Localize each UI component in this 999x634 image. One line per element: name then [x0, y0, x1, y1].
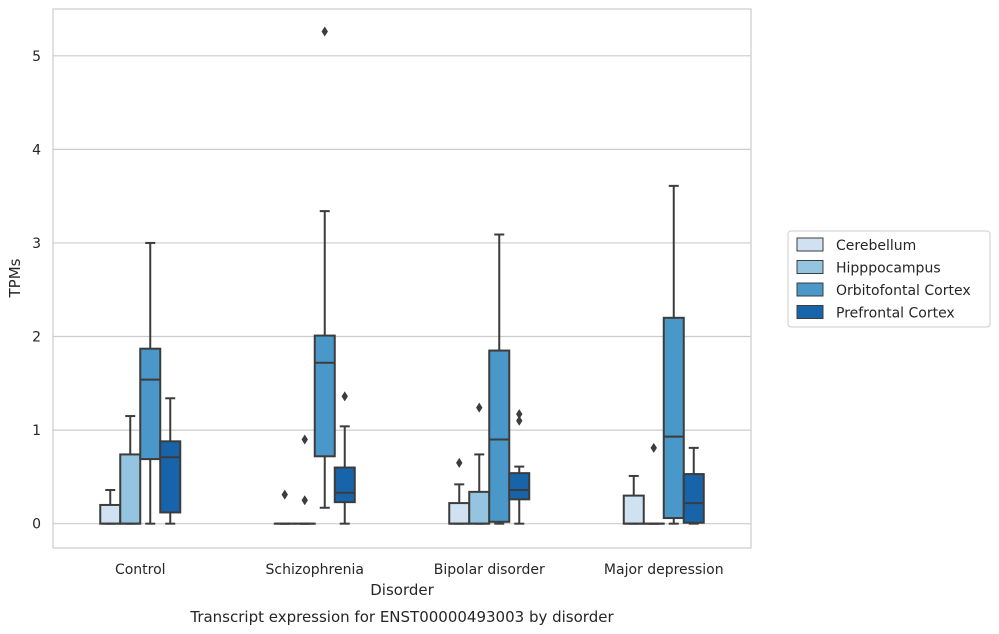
legend-label-0: Cerebellum [836, 238, 916, 254]
legend-swatch-0 [796, 237, 824, 252]
box-2-3 [508, 409, 531, 525]
box-1-0 [273, 489, 296, 525]
y-tick-label-1: 1 [32, 423, 41, 439]
y-tick-label-5: 5 [32, 49, 41, 65]
legend-label-3: Prefrontal Cortex [836, 306, 955, 322]
box-1-1 [293, 434, 316, 525]
box-iqr [508, 472, 531, 501]
box-iqr [99, 503, 122, 525]
box-iqr [682, 473, 705, 524]
legend-label-2: Orbitofontal Cortex [836, 283, 971, 299]
box-3-2 [662, 184, 685, 525]
box-3-3 [682, 446, 705, 525]
outlier-1 [516, 409, 523, 420]
outlier-0 [456, 457, 463, 468]
y-tick-label-3: 3 [32, 236, 41, 252]
box-iqr [313, 334, 336, 458]
y-tick-label-4: 4 [32, 142, 41, 158]
box-0-3 [159, 397, 182, 525]
outlier-0 [341, 391, 348, 402]
chart-caption: Transcript expression for ENST0000049300… [189, 608, 614, 626]
legend-label-1: Hipppocampus [836, 261, 941, 277]
x-axis-ticks: Control Schizophrenia Bipolar disorder Majo… [115, 562, 724, 578]
outlier-0 [321, 26, 328, 37]
box-2-1 [468, 402, 491, 525]
legend-swatch-3 [796, 305, 824, 319]
y-tick-label-2: 2 [32, 330, 41, 346]
box-1-3 [333, 391, 356, 525]
outlier-0 [476, 402, 483, 413]
box-iqr [119, 453, 142, 525]
box-0-1 [119, 415, 142, 525]
legend: Cerebellum Hipppocampus Orbitofontal Corte… [787, 230, 991, 328]
outlier-0 [516, 415, 523, 426]
box-iqr [468, 490, 491, 525]
x-tick-label-1: Schizophrenia [266, 562, 364, 578]
outlier-0 [281, 489, 288, 500]
box-iqr [333, 466, 356, 504]
box-0-2 [139, 241, 162, 525]
y-axis-ticks: 0 1 2 3 4 5 [32, 49, 41, 533]
legend-frame [787, 230, 991, 328]
box-iqr [159, 440, 182, 514]
plot-frame [52, 8, 752, 549]
x-tick-label-2: Bipolar disorder [434, 562, 545, 578]
box-iqr [662, 316, 685, 520]
box-1-2 [313, 26, 336, 509]
outlier-0 [301, 495, 308, 506]
outlier-0 [650, 442, 657, 453]
legend-swatch-1 [796, 260, 824, 274]
box-0-0 [99, 488, 122, 525]
box-2-2 [488, 233, 511, 525]
y-tick-label-0: 0 [32, 517, 41, 533]
box-iqr [622, 494, 645, 525]
box-plot-area [99, 26, 705, 525]
outlier-1 [301, 434, 308, 445]
x-axis-label: Disorder [370, 581, 434, 599]
box-iqr [448, 502, 471, 525]
box-3-0 [622, 474, 645, 525]
box-3-1 [642, 442, 665, 525]
box-iqr [488, 349, 511, 523]
x-tick-label-0: Control [115, 562, 166, 578]
box-iqr [139, 347, 162, 461]
y-axis-label: TPMs [6, 258, 24, 298]
x-tick-label-3: Major depression [604, 562, 724, 578]
legend-swatch-2 [796, 282, 824, 297]
box-2-0 [448, 457, 471, 525]
